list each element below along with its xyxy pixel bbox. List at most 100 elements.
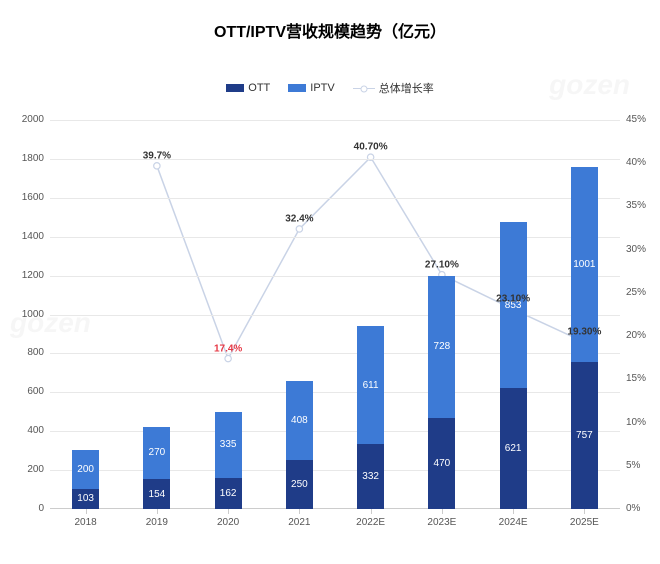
bar-value-iptv: 335 bbox=[220, 439, 237, 450]
gridline bbox=[50, 431, 620, 432]
y-right-label: 45% bbox=[620, 115, 646, 125]
bar-group: 250 408 bbox=[286, 381, 313, 509]
growth-data-label: 23.10% bbox=[496, 294, 530, 305]
legend-label-growth: 总体增长率 bbox=[379, 80, 434, 96]
y-right-label: 35% bbox=[620, 201, 646, 211]
gridline bbox=[50, 353, 620, 354]
bar-group: 154 270 bbox=[143, 427, 170, 509]
bar-iptv: 853 bbox=[500, 222, 527, 388]
gridline bbox=[50, 276, 620, 277]
legend-swatch-iptv bbox=[288, 84, 306, 92]
bar-value-ott: 332 bbox=[362, 471, 379, 482]
growth-data-label: 27.10% bbox=[425, 259, 459, 270]
gridline bbox=[50, 237, 620, 238]
x-tick bbox=[442, 509, 443, 514]
bar-group: 757 1001 bbox=[571, 167, 598, 509]
y-left-label: 400 bbox=[27, 426, 50, 436]
growth-marker bbox=[296, 226, 302, 232]
bar-group: 162 335 bbox=[215, 412, 242, 509]
gridline bbox=[50, 120, 620, 121]
bar-group: 470 728 bbox=[428, 276, 455, 509]
y-left-label: 600 bbox=[27, 387, 50, 397]
chart-title: OTT/IPTV营收规模趋势（亿元） bbox=[0, 18, 660, 42]
y-left-label: 2000 bbox=[22, 115, 50, 125]
y-right-label: 20% bbox=[620, 331, 646, 341]
growth-data-label: 40.70% bbox=[354, 142, 388, 153]
plot-area: gozen gozen 0200400600800100012001400160… bbox=[50, 120, 620, 509]
bar-value-ott: 250 bbox=[291, 479, 308, 490]
bar-value-iptv: 728 bbox=[434, 341, 451, 352]
legend-swatch-growth bbox=[353, 88, 375, 89]
y-right-label: 10% bbox=[620, 418, 646, 428]
x-tick bbox=[228, 509, 229, 514]
y-left-label: 200 bbox=[27, 465, 50, 475]
bar-iptv: 335 bbox=[215, 412, 242, 477]
growth-marker bbox=[225, 355, 231, 361]
x-tick bbox=[584, 509, 585, 514]
legend-label-iptv: IPTV bbox=[310, 82, 334, 94]
bar-value-ott: 757 bbox=[576, 430, 593, 441]
x-tick bbox=[299, 509, 300, 514]
y-left-label: 1800 bbox=[22, 154, 50, 164]
legend-item-iptv: IPTV bbox=[288, 80, 334, 96]
y-right-label: 25% bbox=[620, 288, 646, 298]
bar-value-ott: 621 bbox=[505, 443, 522, 454]
y-left-label: 1200 bbox=[22, 271, 50, 281]
bar-group: 332 611 bbox=[357, 326, 384, 509]
chart-container: OTT/IPTV营收规模趋势（亿元） OTT IPTV 总体增长率 gozen … bbox=[0, 0, 660, 564]
bar-value-ott: 154 bbox=[149, 489, 166, 500]
y-left-label: 1400 bbox=[22, 232, 50, 242]
legend-label-ott: OTT bbox=[248, 82, 270, 94]
y-left-label: 1600 bbox=[22, 193, 50, 203]
bar-iptv: 200 bbox=[72, 450, 99, 489]
bar-value-iptv: 270 bbox=[149, 447, 166, 458]
bar-ott: 103 bbox=[72, 489, 99, 509]
legend-swatch-ott bbox=[226, 84, 244, 92]
y-right-label: 0% bbox=[620, 504, 640, 514]
y-right-label: 15% bbox=[620, 374, 646, 384]
bar-group: 103 200 bbox=[72, 450, 99, 509]
x-tick bbox=[157, 509, 158, 514]
bar-ott: 332 bbox=[357, 444, 384, 509]
bar-iptv: 728 bbox=[428, 276, 455, 418]
bar-iptv: 408 bbox=[286, 381, 313, 460]
growth-marker bbox=[154, 163, 160, 169]
y-right-label: 40% bbox=[620, 158, 646, 168]
bar-value-ott: 470 bbox=[434, 458, 451, 469]
x-tick bbox=[513, 509, 514, 514]
y-right-label: 5% bbox=[620, 461, 640, 471]
bar-iptv: 611 bbox=[357, 326, 384, 445]
growth-data-label: 17.4% bbox=[214, 343, 242, 354]
legend-item-growth: 总体增长率 bbox=[353, 80, 434, 96]
legend-item-ott: OTT bbox=[226, 80, 270, 96]
gridline bbox=[50, 470, 620, 471]
bar-value-ott: 162 bbox=[220, 488, 237, 499]
bar-value-ott: 103 bbox=[77, 493, 94, 504]
bar-group: 621 853 bbox=[500, 222, 527, 509]
x-tick bbox=[86, 509, 87, 514]
legend: OTT IPTV 总体增长率 bbox=[0, 80, 660, 96]
y-right-label: 30% bbox=[620, 245, 646, 255]
bar-value-iptv: 200 bbox=[77, 464, 94, 475]
bar-ott: 250 bbox=[286, 460, 313, 509]
bar-value-iptv: 408 bbox=[291, 415, 308, 426]
y-left-label: 0 bbox=[38, 504, 50, 514]
growth-data-label: 39.7% bbox=[143, 150, 171, 161]
y-left-label: 800 bbox=[27, 348, 50, 358]
bar-ott: 470 bbox=[428, 418, 455, 509]
bar-value-iptv: 1001 bbox=[573, 259, 595, 270]
bar-ott: 154 bbox=[143, 479, 170, 509]
bar-iptv: 270 bbox=[143, 427, 170, 480]
x-tick bbox=[371, 509, 372, 514]
x-axis bbox=[50, 508, 620, 509]
bar-ott: 621 bbox=[500, 388, 527, 509]
gridline bbox=[50, 159, 620, 160]
gridline bbox=[50, 392, 620, 393]
bar-ott: 162 bbox=[215, 478, 242, 510]
y-left-label: 1000 bbox=[22, 310, 50, 320]
gridline bbox=[50, 315, 620, 316]
bar-ott: 757 bbox=[571, 362, 598, 509]
bar-value-iptv: 611 bbox=[363, 380, 379, 391]
gridline bbox=[50, 198, 620, 199]
growth-data-label: 19.30% bbox=[567, 327, 601, 338]
